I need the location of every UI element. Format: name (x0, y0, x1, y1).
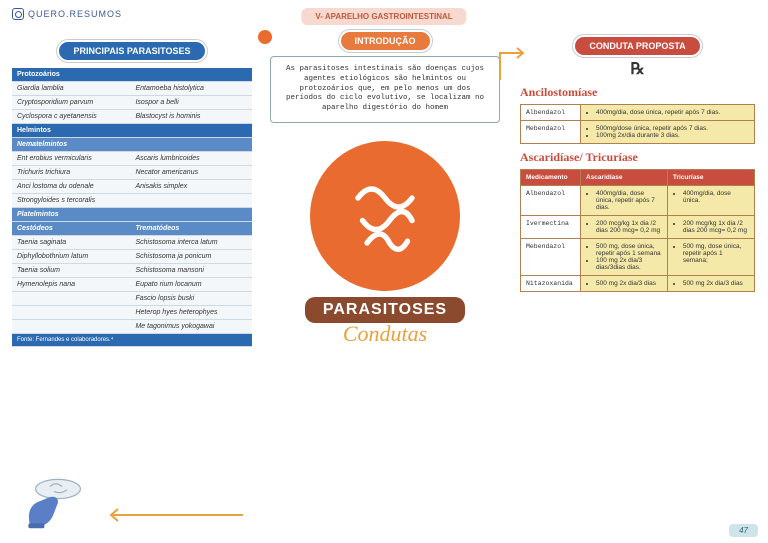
worms-illustration (310, 141, 460, 291)
left-column: PRINCIPAIS PARASITOSES ProtozoáriosGiard… (12, 40, 252, 347)
arrow-right-icon (498, 45, 528, 85)
hand-petri-icon (14, 469, 94, 533)
conduta-title: CONDUTA PROPOSTA (573, 35, 701, 57)
right-column: CONDUTA PROPOSTA ℞ Ancilostomíase Albenda… (520, 35, 755, 292)
brand-text: QUERO.RESUMOS (28, 9, 122, 19)
chapter-pill: V- APARELHO GASTROINTESTINAL (301, 8, 466, 25)
arrow-left-icon (105, 505, 245, 525)
intro-text: As parasitoses intestinais são doenças c… (270, 56, 500, 123)
condition-title: Ascaridíase/ Tricuríase (520, 150, 755, 165)
intro-label: INTRODUÇÃO (339, 30, 432, 52)
subtitle: Condutas (270, 321, 500, 347)
condition-title: Ancilostomíase (520, 85, 755, 100)
parasitoses-table: ProtozoáriosGiardia lambliaEntamoeba his… (12, 68, 252, 347)
instagram-icon (12, 8, 24, 20)
medication-table: MedicamentoAscaridíaseTricuríaseAlbendaz… (520, 169, 755, 292)
left-title: PRINCIPAIS PARASITOSES (57, 40, 206, 62)
main-title: PARASITOSES (305, 297, 465, 323)
dot-icon (258, 30, 272, 44)
brand-header: QUERO.RESUMOS (12, 8, 122, 20)
middle-column: INTRODUÇÃO As parasitoses intestinais sã… (270, 30, 500, 347)
rx-symbol: ℞ (520, 59, 755, 79)
page-number: 47 (729, 524, 758, 537)
worms-icon (340, 171, 430, 261)
medication-table: Albendazol400mg/dia, dose única, repetir… (520, 104, 755, 144)
